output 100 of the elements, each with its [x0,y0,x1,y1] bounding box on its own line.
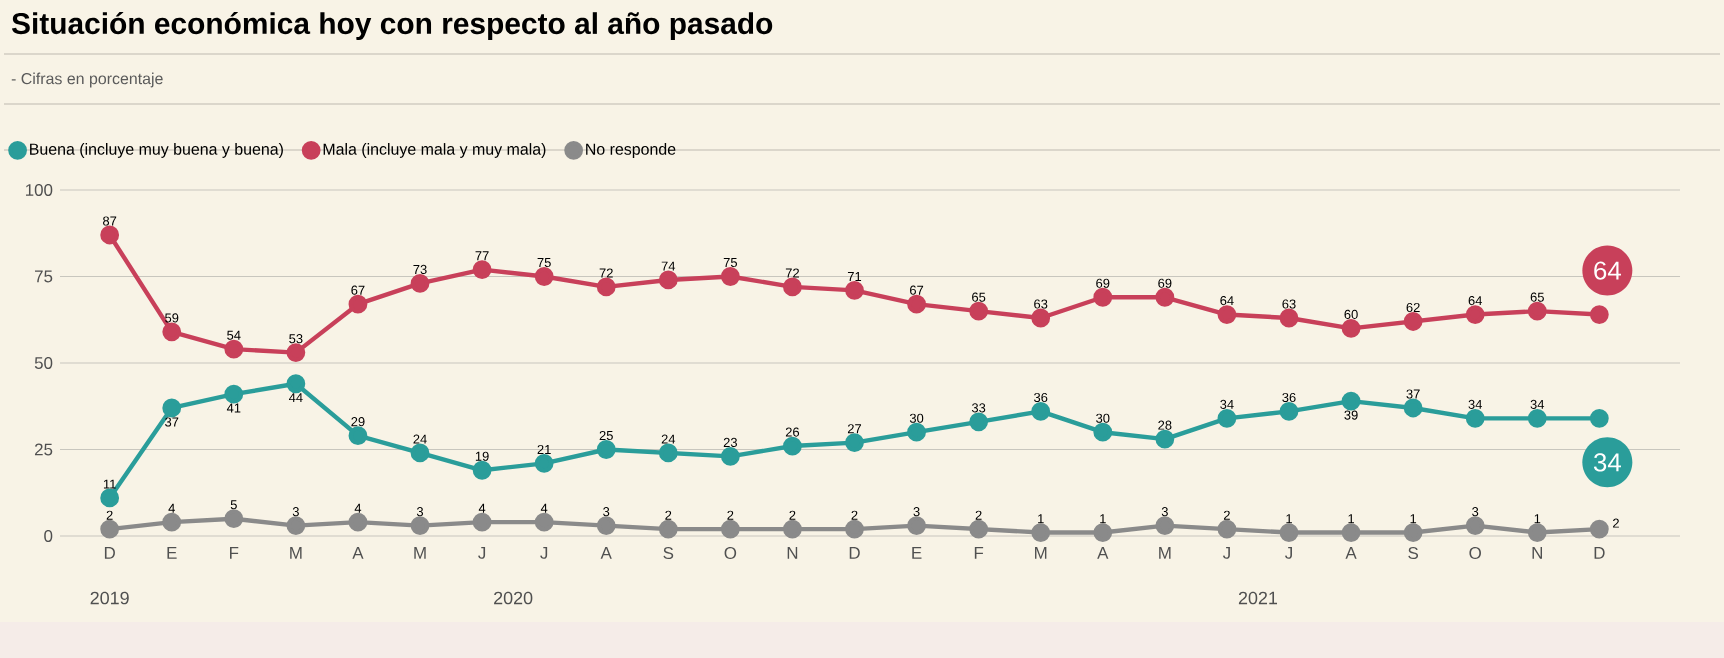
x-tick-label: S [663,547,674,560]
point [1031,308,1051,328]
point [1279,308,1299,328]
x-tick-label: N [1532,547,1542,559]
point [907,422,926,442]
point [783,519,802,539]
point [1217,305,1237,324]
point [534,512,554,532]
point [1527,523,1547,542]
x-tick-label: S [1408,547,1419,560]
point [100,225,120,245]
point [1403,398,1423,418]
point [224,339,244,359]
x-tick-label: F [974,547,984,559]
point [410,516,430,536]
point [348,294,368,314]
point [534,267,554,286]
y-tick-label: 50 [34,357,53,369]
x-tick-label: D [1594,547,1605,559]
point [286,343,306,363]
point [348,426,368,446]
x-tick-label: A [352,547,364,559]
point [845,519,864,539]
point [1589,519,1609,539]
point [1527,408,1547,428]
x-tick-label: D [849,547,860,559]
point [410,274,430,293]
point [1093,422,1113,442]
point [1031,402,1051,421]
point [1279,402,1299,421]
point [720,447,740,466]
x-tick-label: J [1285,547,1292,559]
point [1465,408,1485,428]
point [969,301,989,321]
x-tick-label: J [478,547,486,559]
point [1589,408,1609,428]
x-tick-label: N [787,547,798,559]
point [783,436,802,456]
point [907,516,926,536]
x-tick-label: J [1222,547,1230,559]
point [1403,523,1423,542]
point [969,519,989,539]
point [1031,523,1051,542]
y-tick-label: 75 [35,270,53,283]
point [1527,301,1547,321]
x-tick-label: M [290,547,302,559]
point [658,270,678,290]
point [1155,429,1175,449]
point [1155,287,1175,307]
point [969,412,989,432]
point [162,398,182,418]
point [1155,516,1175,536]
point [596,277,616,297]
point [658,443,678,463]
point [1465,305,1485,324]
point [162,512,182,532]
point [1341,523,1361,542]
x-tick-label: F [230,547,239,559]
point [1279,523,1299,542]
point [907,294,926,314]
chart-title: Situación económica hoy con respecto al año pasado [11,11,773,41]
point [845,280,864,300]
point [1093,287,1113,307]
point [720,519,740,539]
point [1217,408,1237,428]
point [1093,523,1113,542]
point [658,519,678,539]
point [472,260,492,279]
y-tick-label: 25 [34,443,53,456]
x-tick-label: A [1345,547,1357,559]
x-tick-label: A [600,547,612,559]
point [1589,305,1609,324]
point [783,277,802,297]
point [472,460,492,480]
point [1341,391,1361,411]
y-tick-label: 100 [25,184,53,196]
point [224,384,244,404]
point [410,443,430,463]
point [1465,516,1485,536]
point [286,374,306,394]
point [224,509,244,529]
point [100,519,120,539]
point [845,433,864,452]
point [1403,312,1423,331]
data-label: 34 [1593,453,1621,472]
text: 2021 [1238,591,1278,605]
point [348,512,368,532]
point [534,453,554,473]
point [720,267,740,286]
x-tick-label: M [414,547,426,559]
x-tick-label: O [724,547,737,560]
x-tick-label: J [540,547,548,559]
point [596,516,616,536]
x-tick-label: M [1159,547,1171,559]
text: 2020 [494,591,533,605]
data-label: 64 [1594,261,1621,280]
point [286,516,306,536]
point [472,512,492,532]
text: 2019 [90,591,129,605]
point [1217,519,1237,539]
